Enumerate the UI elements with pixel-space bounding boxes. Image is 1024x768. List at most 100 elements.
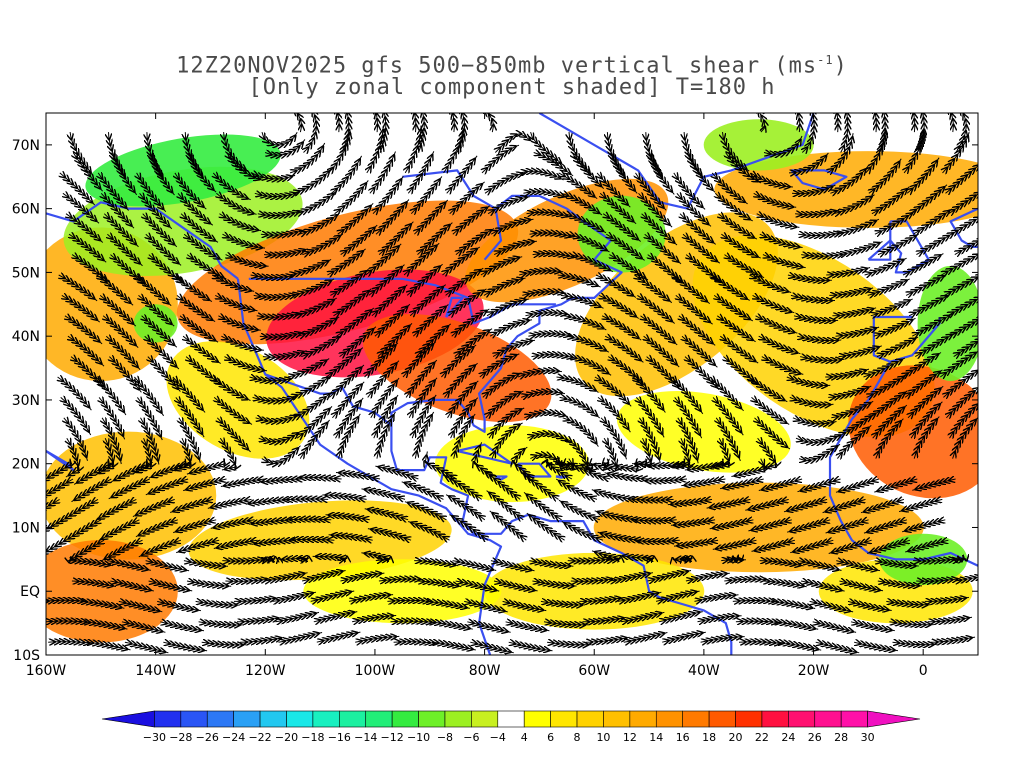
streamline [404,502,447,520]
streamline [450,181,485,214]
streamline [913,559,958,561]
streamline [835,327,880,336]
streamline [579,598,624,602]
streamline [763,135,803,154]
streamline [946,163,978,193]
colorbar-label: −10 [407,731,430,744]
streamline [375,466,418,479]
streamline [924,597,969,601]
streamline [901,520,945,532]
streamline [505,622,550,631]
streamline [490,561,535,571]
streamline [355,636,400,642]
streamline [801,254,846,256]
streamline [218,316,261,331]
streamline [109,132,127,179]
streamline [378,579,424,581]
streamline [559,397,601,419]
colorbar-swatch-lower-arrow [101,710,155,728]
streamline [86,642,131,650]
lon-label: 140W [135,663,176,679]
streamline [367,529,411,541]
streamline [531,355,576,359]
streamline [916,579,961,582]
streamline [632,520,677,521]
streamline [256,313,301,317]
streamline [585,637,630,642]
streamline [874,317,916,336]
streamline [879,113,885,153]
streamline [494,241,537,254]
streamline [684,132,704,178]
streamline [756,316,798,333]
streamline [556,377,599,393]
streamline [417,581,462,587]
streamline [725,255,765,279]
streamline [745,499,788,510]
streamline [796,336,842,340]
colorbar-swatch [286,710,314,728]
streamline [543,622,589,625]
streamline [493,340,536,356]
streamline [163,642,208,651]
colorbar-swatch [391,710,419,728]
streamline [263,249,308,255]
streamline [46,540,66,560]
streamline [135,520,178,538]
streamline [619,555,654,560]
streamline [566,336,610,353]
streamline [724,579,769,581]
streamline [763,255,806,268]
streamline [503,601,547,610]
streamline [286,519,332,520]
streamline [288,358,330,377]
streamline [786,113,800,133]
streamline [250,377,294,381]
streamline [865,257,907,275]
streamline [874,479,917,492]
streamline [257,211,302,216]
streamline [260,559,276,561]
streamline [790,397,834,404]
streamline [364,509,408,520]
streamline [118,601,163,611]
streamline [160,622,205,631]
streamline [340,573,385,581]
streamline [425,601,470,608]
colorbar-label: −14 [354,731,377,744]
streamline [373,175,404,214]
streamline [912,479,956,490]
streamline [225,357,268,371]
streamline [466,113,494,133]
streamline [685,573,730,581]
streamline [328,535,373,540]
title-line1-suffix: ) [833,53,848,79]
streamline [793,418,837,424]
streamline [124,642,169,653]
colorbar-swatch [655,710,683,728]
streamline [342,113,349,153]
streamline [826,268,871,276]
streamline [295,297,337,316]
colorbar-label: −8 [437,731,453,744]
streamline [121,622,166,633]
streamline [604,473,649,479]
streamline [221,336,264,350]
colorbar-label: 16 [676,731,690,744]
streamline [185,132,204,179]
streamline [290,142,326,173]
colorbar-swatch [233,710,261,728]
title-line1-superscript: -1 [817,53,834,67]
streamline [248,520,293,525]
streamline [673,540,719,546]
streamline [571,255,614,273]
streamline [948,294,978,316]
streamline [898,499,943,511]
streamline [825,520,869,533]
streamline [759,336,801,354]
streamline [642,479,688,481]
colorbar-swatch [603,710,631,728]
streamline [828,385,872,397]
streamline [302,233,344,255]
streamline [712,173,748,205]
